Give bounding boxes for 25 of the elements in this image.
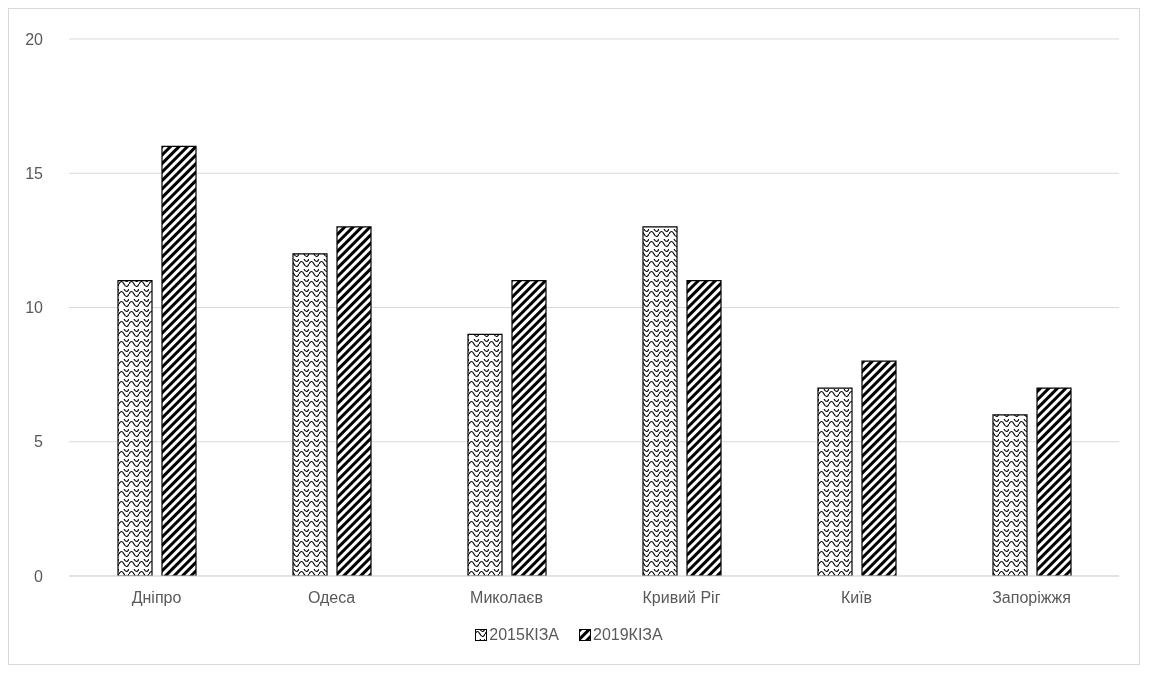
- y-tick-label: 15: [25, 164, 44, 182]
- legend-label: 2019КІЗА: [592, 626, 663, 644]
- legend-label: 2015КІЗА: [488, 626, 559, 644]
- bar: [292, 253, 328, 576]
- x-tick-label: Кривий Ріг: [642, 589, 721, 607]
- bar: [642, 226, 678, 576]
- y-tick-label: 20: [25, 30, 44, 48]
- bar: [992, 414, 1028, 576]
- bar: [117, 280, 153, 576]
- bar: [467, 333, 503, 576]
- bar: [511, 280, 547, 576]
- x-tick-label: Дніпро: [131, 589, 182, 607]
- y-tick-label: 5: [34, 433, 44, 451]
- x-tick-label: Миколаєв: [470, 589, 543, 607]
- x-tick-label: Київ: [840, 589, 873, 607]
- y-tick-label: 10: [25, 299, 44, 317]
- bar: [1036, 387, 1072, 576]
- bar: [861, 360, 897, 576]
- bar: [161, 145, 197, 576]
- bar: [686, 280, 722, 576]
- x-tick-label: Запоріжжя: [992, 589, 1071, 607]
- bar: [817, 387, 853, 576]
- y-tick-label: 0: [34, 567, 44, 585]
- x-tick-label: Одеса: [307, 589, 356, 607]
- bar: [336, 226, 372, 576]
